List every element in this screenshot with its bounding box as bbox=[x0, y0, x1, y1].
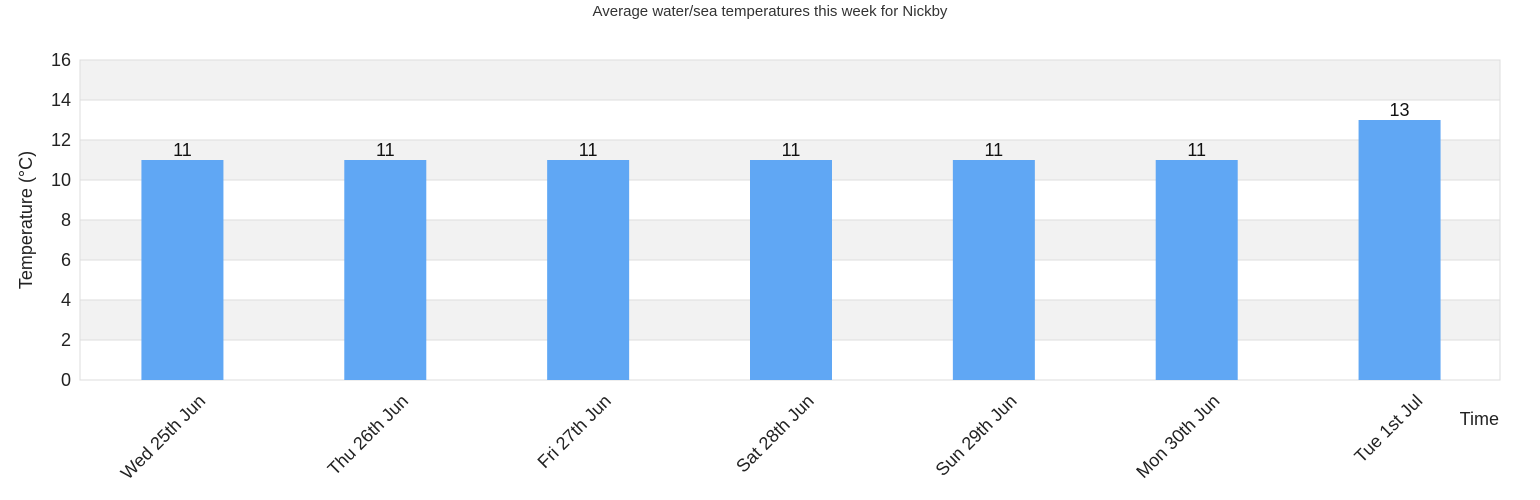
y-tick-label: 6 bbox=[61, 250, 71, 270]
data-label: 11 bbox=[173, 140, 192, 160]
x-tick-label: Mon 30th Jun bbox=[1132, 391, 1223, 482]
bar bbox=[344, 160, 427, 380]
x-tick-label: Thu 26th Jun bbox=[324, 391, 412, 479]
bar bbox=[547, 160, 630, 380]
data-label: 11 bbox=[1187, 140, 1206, 160]
background-band bbox=[80, 100, 1500, 140]
bar bbox=[141, 160, 224, 380]
x-axis-ticks: Wed 25th Jun Thu 26th Jun Fri 27th Jun Sat … bbox=[117, 391, 1427, 483]
data-label: 13 bbox=[1390, 100, 1410, 120]
x-tick-label: Tue 1st Jul bbox=[1350, 391, 1426, 467]
x-tick-label: Wed 25th Jun bbox=[117, 391, 209, 483]
y-tick-label: 16 bbox=[51, 50, 71, 70]
y-axis-label: Temperature (°C) bbox=[16, 151, 36, 289]
x-axis-label: Time bbox=[1460, 409, 1499, 429]
y-tick-label: 12 bbox=[51, 130, 71, 150]
y-tick-label: 8 bbox=[61, 210, 71, 230]
data-label: 11 bbox=[985, 140, 1004, 160]
chart-title: Average water/sea temperatures this week… bbox=[593, 3, 948, 20]
bar bbox=[1155, 160, 1238, 380]
bar bbox=[1358, 120, 1441, 380]
bar bbox=[750, 160, 832, 380]
data-label: 11 bbox=[782, 140, 801, 160]
x-tick-label: Fri 27th Jun bbox=[534, 391, 615, 472]
y-tick-label: 14 bbox=[51, 90, 71, 110]
y-tick-label: 4 bbox=[61, 290, 71, 310]
bars bbox=[141, 120, 1441, 380]
data-label: 11 bbox=[579, 140, 598, 160]
bar bbox=[952, 160, 1035, 380]
data-labels: 11 11 11 11 11 11 13 bbox=[173, 100, 1410, 160]
y-tick-label: 2 bbox=[61, 330, 71, 350]
background-band bbox=[80, 60, 1500, 100]
y-tick-label: 10 bbox=[51, 170, 71, 190]
x-tick-label: Sun 29th Jun bbox=[932, 391, 1021, 480]
data-label: 11 bbox=[376, 140, 395, 160]
y-axis-ticks: 0 2 4 6 8 10 12 14 16 bbox=[51, 50, 71, 390]
y-tick-label: 0 bbox=[61, 370, 71, 390]
x-tick-label: Sat 28th Jun bbox=[732, 391, 818, 477]
